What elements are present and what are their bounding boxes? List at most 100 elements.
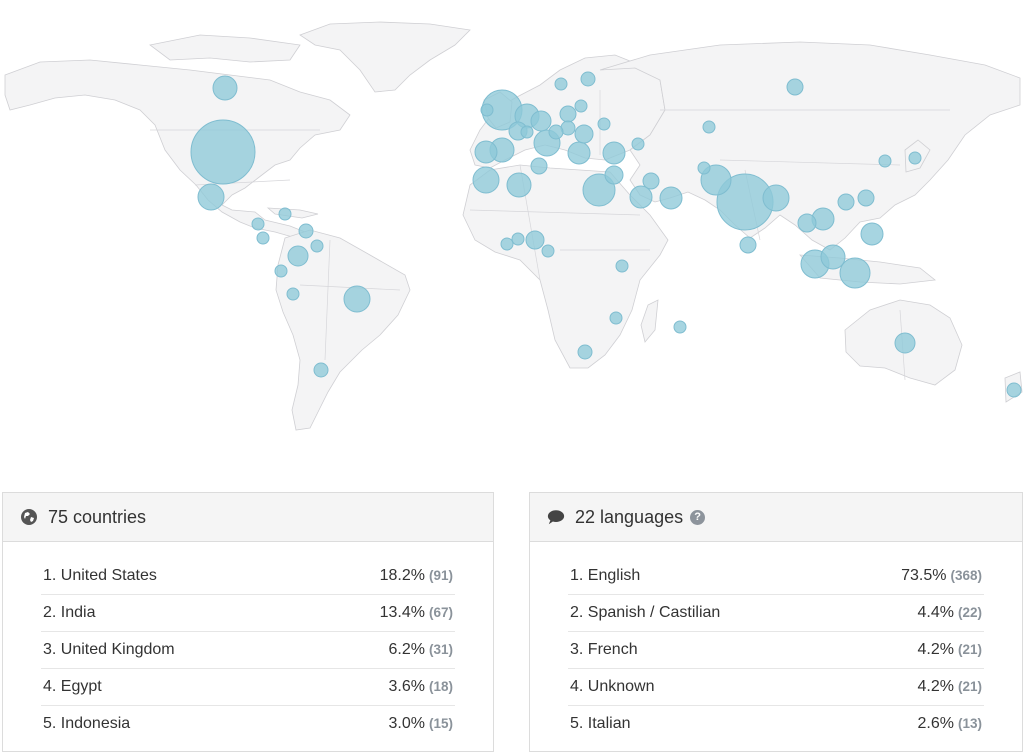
country-bubble[interactable]: [860, 222, 884, 246]
country-bubble[interactable]: [274, 264, 288, 278]
country-bubble[interactable]: [574, 99, 588, 113]
language-percent: 4.4%: [917, 604, 954, 621]
country-name: 1. United States: [43, 567, 157, 584]
country-bubble[interactable]: [697, 161, 711, 175]
country-name: 5. Indonesia: [43, 715, 131, 732]
languages-panel: 22 languages ? 1. English 73.5% (368) 2. …: [529, 492, 1023, 752]
country-bubble[interactable]: [197, 183, 225, 211]
list-item: 4. Egypt 3.6% (18): [41, 669, 455, 706]
language-percent: 73.5%: [901, 567, 947, 584]
list-item: 3. United Kingdom 6.2% (31): [41, 632, 455, 669]
country-bubble[interactable]: [582, 173, 616, 207]
country-bubble[interactable]: [298, 223, 314, 239]
speech-bubble-icon: [547, 508, 565, 526]
country-bubble[interactable]: [739, 236, 757, 254]
country-bubble[interactable]: [673, 320, 687, 334]
country-bubble[interactable]: [474, 140, 498, 164]
country-percent: 13.4%: [379, 604, 425, 621]
question-circle-icon[interactable]: ?: [690, 509, 706, 525]
country-bubble[interactable]: [837, 193, 855, 211]
country-bubble[interactable]: [878, 154, 892, 168]
country-bubble[interactable]: [343, 285, 371, 313]
land-greenland: [299, 21, 471, 93]
countries-list: 1. United States 18.2% (91) 2. India 13.4…: [3, 542, 493, 742]
list-item: 3. French 4.2% (21): [568, 632, 984, 669]
country-bubble[interactable]: [310, 239, 324, 253]
country-bubble[interactable]: [659, 186, 683, 210]
language-count: (13): [957, 716, 982, 731]
list-item: 1. United States 18.2% (91): [41, 558, 455, 595]
country-bubble[interactable]: [762, 184, 790, 212]
country-bubble[interactable]: [839, 257, 871, 289]
language-count: (368): [950, 568, 982, 583]
country-bubble[interactable]: [251, 217, 265, 231]
country-bubble[interactable]: [574, 124, 594, 144]
country-bubble[interactable]: [597, 117, 611, 131]
land-north-america: [4, 59, 351, 239]
list-item: 5. Italian 2.6% (13): [568, 706, 984, 742]
country-bubble[interactable]: [567, 141, 591, 165]
language-percent: 2.6%: [917, 715, 954, 732]
list-item: 2. Spanish / Castilian 4.4% (22): [568, 595, 984, 632]
list-item: 2. India 13.4% (67): [41, 595, 455, 632]
country-bubble[interactable]: [894, 332, 916, 354]
country-borders: [150, 90, 950, 381]
country-bubble[interactable]: [629, 185, 653, 209]
country-bubble[interactable]: [577, 344, 593, 360]
country-bubble[interactable]: [615, 259, 629, 273]
country-bubble[interactable]: [609, 311, 623, 325]
country-bubble[interactable]: [602, 141, 626, 165]
country-bubble[interactable]: [530, 110, 552, 132]
country-bubble[interactable]: [1006, 382, 1022, 398]
country-bubble[interactable]: [480, 103, 494, 117]
country-bubble[interactable]: [500, 237, 514, 251]
countries-panel: 75 countries 1. United States 18.2% (91) …: [2, 492, 494, 752]
country-bubble[interactable]: [313, 362, 329, 378]
country-bubble[interactable]: [212, 75, 238, 101]
country-percent: 18.2%: [379, 567, 425, 584]
country-percent: 6.2%: [388, 641, 425, 658]
country-bubble[interactable]: [190, 119, 256, 185]
country-bubble[interactable]: [520, 125, 534, 139]
country-name: 4. Egypt: [43, 678, 102, 695]
country-bubble[interactable]: [559, 105, 577, 123]
country-bubble[interactable]: [256, 231, 270, 245]
land-caribbean: [266, 207, 319, 219]
languages-panel-header: 22 languages ?: [530, 493, 1022, 542]
country-bubble[interactable]: [548, 124, 564, 140]
country-bubble[interactable]: [786, 78, 804, 96]
country-bubble[interactable]: [472, 166, 500, 194]
country-count: (15): [428, 716, 453, 731]
country-bubble[interactable]: [554, 77, 568, 91]
country-bubble[interactable]: [857, 189, 875, 207]
country-bubble[interactable]: [506, 172, 532, 198]
country-bubble[interactable]: [702, 120, 716, 134]
language-name: 5. Italian: [570, 715, 631, 732]
language-name: 2. Spanish / Castilian: [570, 604, 721, 621]
country-bubble[interactable]: [797, 213, 817, 233]
country-bubble[interactable]: [820, 244, 846, 270]
country-bubble[interactable]: [580, 71, 596, 87]
language-count: (22): [957, 605, 982, 620]
country-bubble[interactable]: [604, 165, 624, 185]
bubble-layer: [190, 71, 1022, 398]
country-bubble[interactable]: [541, 244, 555, 258]
country-bubble[interactable]: [631, 137, 645, 151]
country-count: (91): [428, 568, 453, 583]
country-bubble[interactable]: [530, 157, 548, 175]
country-bubble[interactable]: [286, 287, 300, 301]
country-bubble[interactable]: [511, 232, 525, 246]
country-count: (67): [428, 605, 453, 620]
countries-panel-title: 75 countries: [48, 506, 147, 527]
country-bubble[interactable]: [642, 172, 660, 190]
language-percent: 4.2%: [917, 641, 954, 658]
globe-icon: [20, 508, 38, 526]
country-bubble[interactable]: [278, 207, 292, 221]
language-count: (21): [957, 642, 982, 657]
country-bubble[interactable]: [525, 230, 545, 250]
country-bubble[interactable]: [287, 245, 309, 267]
country-name: 3. United Kingdom: [43, 641, 175, 658]
land-arctic-islands: [149, 34, 301, 63]
country-count: (18): [428, 679, 453, 694]
country-bubble[interactable]: [908, 151, 922, 165]
